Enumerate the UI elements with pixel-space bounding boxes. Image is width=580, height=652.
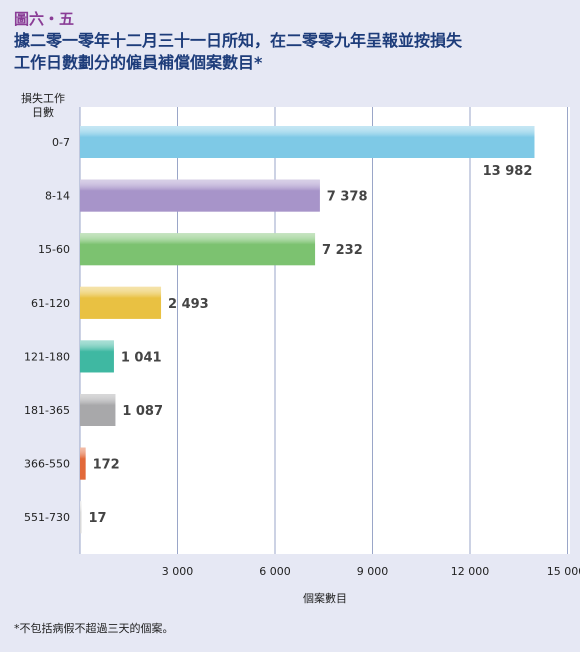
bar-shine — [80, 447, 86, 480]
bar-shine — [80, 233, 316, 266]
chart-title: 據二零一零年十二月三十一日所知，在二零零九年呈報並按損失 工作日數劃分的僱員補償… — [14, 30, 564, 74]
x-tick-label: 3 000 — [162, 565, 194, 578]
value-label: 1 087 — [122, 404, 163, 419]
value-label: 1 041 — [121, 350, 162, 365]
category-label: 551-730 — [24, 511, 70, 524]
bar-shine — [80, 126, 535, 158]
category-label: 0-7 — [52, 136, 70, 149]
value-label: 7 378 — [327, 190, 368, 205]
bar-shine — [80, 286, 162, 319]
bar-shine — [80, 179, 320, 212]
x-tick-label: 6 000 — [259, 565, 291, 578]
footnote: *不包括病假不超過三天的個案。 — [14, 622, 174, 635]
chart-title-line-1: 據二零一零年十二月三十一日所知，在二零零九年呈報並按損失 — [14, 31, 463, 50]
y-axis-title-line-2: 日數 — [32, 106, 54, 119]
chart-title-line-2: 工作日數劃分的僱員補償個案數目* — [14, 53, 263, 72]
value-label: 172 — [93, 458, 120, 473]
x-tick-label: 9 000 — [357, 565, 389, 578]
category-label: 15-60 — [38, 243, 70, 256]
x-tick-label: 15 000 — [547, 565, 580, 578]
value-label: 13 982 — [483, 164, 533, 179]
bar-shine — [80, 340, 114, 373]
figure-label: 圖六・五 — [14, 10, 75, 28]
value-label: 7 232 — [322, 243, 363, 258]
value-label: 17 — [89, 511, 107, 526]
value-label: 2 493 — [168, 297, 209, 312]
category-label: 121-180 — [24, 350, 70, 363]
bar-shine — [80, 394, 116, 426]
y-axis-title: 損失工作 日數 — [10, 92, 76, 120]
category-label: 61-120 — [31, 297, 70, 310]
y-axis-title-line-1: 損失工作 — [21, 92, 65, 105]
category-label: 366-550 — [24, 458, 70, 471]
x-axis-title: 個案數目 — [303, 592, 347, 605]
bar-shine — [80, 501, 82, 534]
category-label: 181-365 — [24, 404, 70, 417]
x-tick-label: 12 000 — [451, 565, 490, 578]
category-label: 8-14 — [45, 190, 70, 203]
